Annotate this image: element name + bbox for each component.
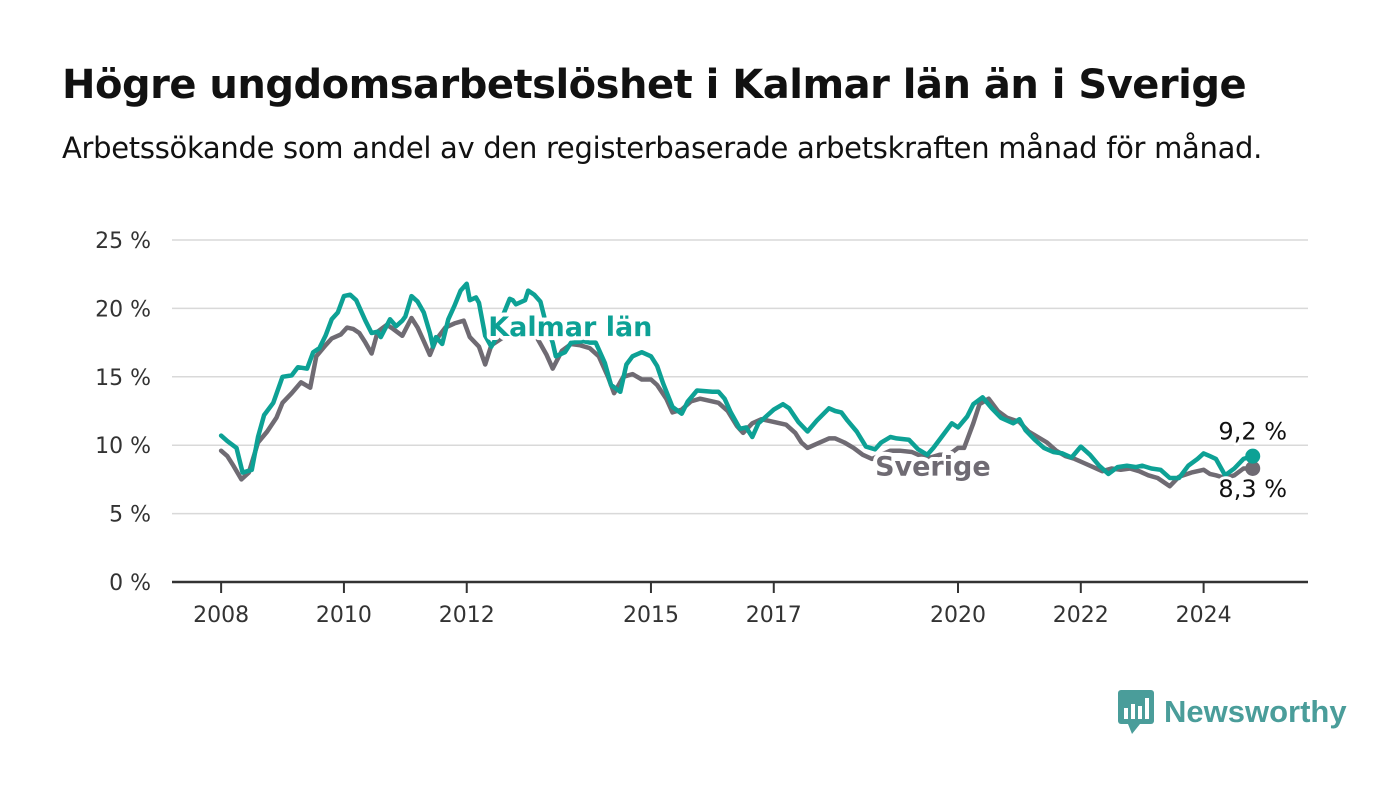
series-endpoint-sverige (1245, 460, 1261, 476)
end-label-sverige: 8,3 % (1218, 475, 1287, 503)
newsworthy-logo-icon (1118, 690, 1154, 734)
series-line-kalmar-lan (218, 281, 1255, 481)
end-label-kalmar-lan: 9,2 % (1218, 418, 1287, 446)
y-tick-label: 25 % (95, 229, 151, 254)
x-tick-label: 2008 (193, 603, 249, 628)
y-tick-label: 5 % (109, 503, 151, 528)
series-label-kalmar-lan: Kalmar län (488, 312, 652, 343)
newsworthy-logo-text: Newsworthy (1164, 694, 1347, 729)
chart-subtitle: Arbetssökande som andel av den registerb… (62, 131, 1263, 165)
y-tick-label: 15 % (95, 366, 151, 391)
gridlines (172, 239, 1308, 584)
newsworthy-logo: Newsworthy (1118, 690, 1347, 734)
x-tick-label: 2010 (316, 603, 372, 628)
x-tick-label: 2024 (1176, 603, 1232, 628)
y-axis-tick-labels: 0 % 5 % 10 % 15 % 20 % 25 % (95, 229, 151, 596)
series-lines (218, 281, 1261, 489)
y-tick-label: 20 % (95, 297, 151, 322)
x-tick-label: 2015 (623, 603, 679, 628)
y-tick-label: 10 % (95, 434, 151, 459)
chart-title: Högre ungdomsarbetslöshet i Kalmar län ä… (62, 62, 1247, 108)
x-tick-label: 2017 (746, 603, 802, 628)
x-axis-tick-labels: 2008 2010 2012 2015 2017 2020 2022 2024 (193, 582, 1232, 628)
x-tick-label: 2012 (439, 603, 495, 628)
series-labels: Kalmar län Sverige 9,2 % 8,3 % (484, 308, 1290, 506)
x-tick-label: 2022 (1053, 603, 1109, 628)
x-tick-label: 2020 (930, 603, 986, 628)
series-endpoint-kalmar-lan (1245, 448, 1261, 464)
series-label-sverige: Sverige (875, 451, 991, 482)
y-tick-label: 0 % (109, 571, 151, 596)
